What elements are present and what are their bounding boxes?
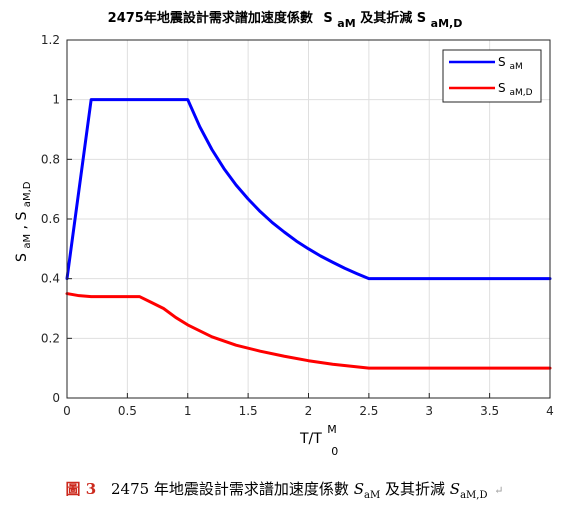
- x-tick-label: 4: [546, 404, 554, 418]
- series-line-saMD: [65, 292, 552, 370]
- x-tick-label: 3.5: [480, 404, 499, 418]
- y-tick-label: 1.2: [41, 33, 60, 47]
- x-tick-label: 1.5: [239, 404, 258, 418]
- y-tick-label: 0.6: [41, 212, 60, 226]
- y-axis-label: S aM , S aM,D: [14, 181, 34, 262]
- caption-text: 2475 年地震設計需求譜加速度係數: [110, 480, 349, 498]
- legend-label-saM: S aM: [498, 55, 523, 72]
- legend-label-saMD: S aM,D: [498, 81, 533, 98]
- legend-box: [442, 49, 542, 103]
- x-axis-label: T/T M 0: [299, 421, 341, 458]
- y-tick-label: 0.2: [41, 331, 60, 345]
- x-tick-label: 3: [425, 404, 433, 418]
- axis-ticks: 0 0.5 1 1.5 2 2.5 3 3.5 4 0 0.2 0.4 0.6 0.8 1 1.2: [41, 33, 554, 418]
- x-tick-label: 2: [305, 404, 313, 418]
- x-tick-label: 1: [184, 404, 192, 418]
- series-line-saM: [65, 98, 552, 281]
- x-tick-label: 0.5: [118, 404, 137, 418]
- figure-caption: 圖 3 2475 年地震設計需求譜加速度係數 SaM 及其折減 SaM,D ↵: [0, 478, 569, 501]
- chart-title: 2475年地震設計需求譜加速度係數 S aM 及其折減 S aM,D: [108, 10, 463, 31]
- chart: 2475年地震設計需求譜加速度係數 S aM 及其折減 S aM,D 0 0.5 1…: [14, 10, 554, 458]
- return-mark: ↵: [494, 484, 504, 497]
- y-tick-label: 0.8: [41, 152, 60, 166]
- caption-symbol-1: SaM: [353, 480, 381, 501]
- series-group: [65, 98, 552, 370]
- x-tick-label: 2.5: [359, 404, 378, 418]
- caption-mid: 及其折減: [384, 480, 445, 498]
- legend: S aM S aM,D: [442, 49, 542, 103]
- y-tick-label: 1: [52, 93, 60, 107]
- y-tick-label: 0: [52, 391, 60, 405]
- figure-number: 圖 3: [65, 480, 97, 498]
- caption-symbol-2: SaM,D: [449, 480, 488, 501]
- y-tick-label: 0.4: [41, 272, 60, 286]
- x-tick-label: 0: [63, 404, 71, 418]
